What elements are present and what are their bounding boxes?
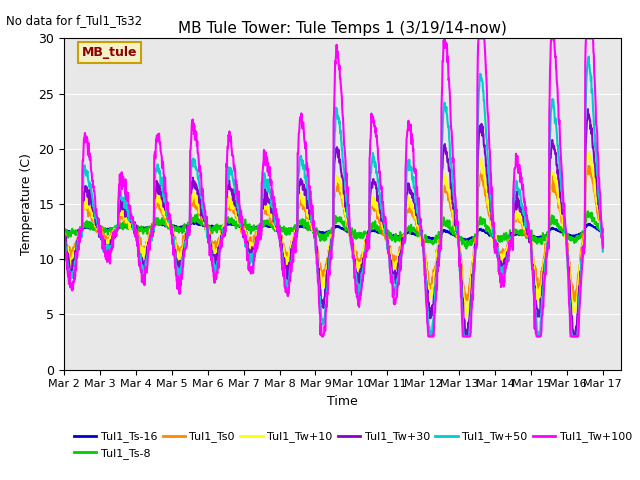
Tul1_Tw+10 (417, 238, 425, 243)
Line: Tul1_Tw+100: Tul1_Tw+100 (64, 38, 603, 336)
Title: MB Tule Tower: Tule Temps 1 (3/19/14-now): MB Tule Tower: Tule Temps 1 (3/19/14-now… (178, 21, 507, 36)
Tul1_Ts-8 (60, 227, 68, 233)
Tul1_Tw+50 (585, 54, 593, 60)
Tul1_Ts-16 (180, 223, 188, 228)
Tul1_Tw+50 (180, 253, 188, 259)
Tul1_Tw+30 (60, 234, 68, 240)
Line: Tul1_Ts-16: Tul1_Ts-16 (64, 222, 603, 240)
Tul1_Tw+10 (463, 314, 470, 320)
Tul1_Tw+100 (240, 230, 248, 236)
Tul1_Tw+50 (167, 223, 175, 228)
Tul1_Ts-16 (192, 219, 200, 225)
Y-axis label: Temperature (C): Temperature (C) (20, 153, 33, 255)
Tul1_Tw+100 (180, 253, 188, 259)
Tul1_Ts-8 (488, 233, 495, 239)
Tul1_Tw+10 (180, 240, 188, 246)
X-axis label: Time: Time (327, 395, 358, 408)
Tul1_Ts-16 (536, 235, 543, 240)
Tul1_Ts-8 (584, 208, 592, 214)
Tul1_Tw+50 (488, 209, 495, 215)
Tul1_Ts0 (586, 163, 593, 169)
Tul1_Ts-8 (167, 227, 175, 233)
Tul1_Ts-16 (417, 233, 425, 239)
Tul1_Tw+100 (318, 334, 326, 339)
Tul1_Tw+50 (417, 229, 425, 235)
Tul1_Tw+30 (463, 334, 471, 339)
Tul1_Tw+50 (426, 334, 434, 339)
Tul1_Ts-8 (180, 223, 188, 229)
Tul1_Ts-16 (599, 229, 607, 235)
Text: MB_tule: MB_tule (82, 46, 138, 59)
Tul1_Tw+100 (440, 36, 448, 41)
Tul1_Ts-16 (461, 237, 469, 243)
Tul1_Tw+100 (417, 224, 425, 229)
Tul1_Tw+30 (535, 314, 543, 320)
Tul1_Tw+10 (167, 227, 175, 233)
Tul1_Tw+10 (599, 244, 607, 250)
Legend: Tul1_Ts-16, Tul1_Ts-8, Tul1_Ts0, Tul1_Tw+10, Tul1_Tw+30, Tul1_Tw+50, Tul1_Tw+100: Tul1_Ts-16, Tul1_Ts-8, Tul1_Ts0, Tul1_Tw… (70, 427, 636, 463)
Tul1_Tw+30 (417, 230, 425, 236)
Tul1_Tw+10 (240, 233, 248, 239)
Tul1_Ts0 (535, 286, 543, 292)
Tul1_Tw+100 (599, 245, 607, 251)
Tul1_Tw+30 (167, 223, 175, 228)
Tul1_Tw+50 (240, 228, 248, 234)
Tul1_Tw+100 (60, 240, 68, 246)
Tul1_Ts0 (488, 220, 495, 226)
Line: Tul1_Tw+50: Tul1_Tw+50 (64, 57, 603, 336)
Line: Tul1_Ts0: Tul1_Ts0 (64, 166, 603, 301)
Tul1_Ts0 (599, 241, 607, 247)
Tul1_Ts-8 (417, 234, 425, 240)
Tul1_Ts-8 (535, 236, 543, 242)
Tul1_Ts0 (417, 232, 425, 238)
Tul1_Tw+50 (535, 334, 543, 339)
Tul1_Ts-8 (240, 225, 248, 230)
Tul1_Ts-8 (463, 246, 470, 252)
Tul1_Tw+30 (584, 106, 592, 112)
Tul1_Tw+50 (599, 249, 607, 254)
Tul1_Ts-16 (488, 233, 496, 239)
Line: Tul1_Tw+10: Tul1_Tw+10 (64, 152, 603, 317)
Tul1_Tw+50 (60, 236, 68, 242)
Line: Tul1_Ts-8: Tul1_Ts-8 (64, 211, 603, 249)
Tul1_Tw+10 (60, 231, 68, 237)
Tul1_Ts-16 (60, 228, 68, 234)
Tul1_Tw+30 (180, 246, 188, 252)
Tul1_Tw+30 (240, 229, 248, 235)
Tul1_Ts0 (180, 235, 188, 241)
Line: Tul1_Tw+30: Tul1_Tw+30 (64, 109, 603, 336)
Tul1_Tw+30 (488, 217, 495, 223)
Tul1_Tw+10 (535, 298, 543, 303)
Tul1_Ts-8 (599, 226, 607, 232)
Tul1_Tw+100 (167, 219, 175, 225)
Tul1_Ts0 (167, 220, 175, 226)
Text: No data for f_Tul1_Ts32: No data for f_Tul1_Ts32 (6, 14, 143, 27)
Tul1_Tw+10 (488, 226, 495, 232)
Tul1_Tw+10 (585, 149, 593, 155)
Tul1_Ts0 (60, 236, 68, 241)
Tul1_Tw+100 (488, 185, 496, 191)
Tul1_Ts0 (571, 299, 579, 304)
Tul1_Ts0 (240, 230, 248, 236)
Tul1_Tw+100 (536, 334, 543, 339)
Tul1_Tw+30 (599, 241, 607, 247)
Tul1_Ts-16 (241, 224, 248, 229)
Tul1_Ts-16 (167, 223, 175, 229)
